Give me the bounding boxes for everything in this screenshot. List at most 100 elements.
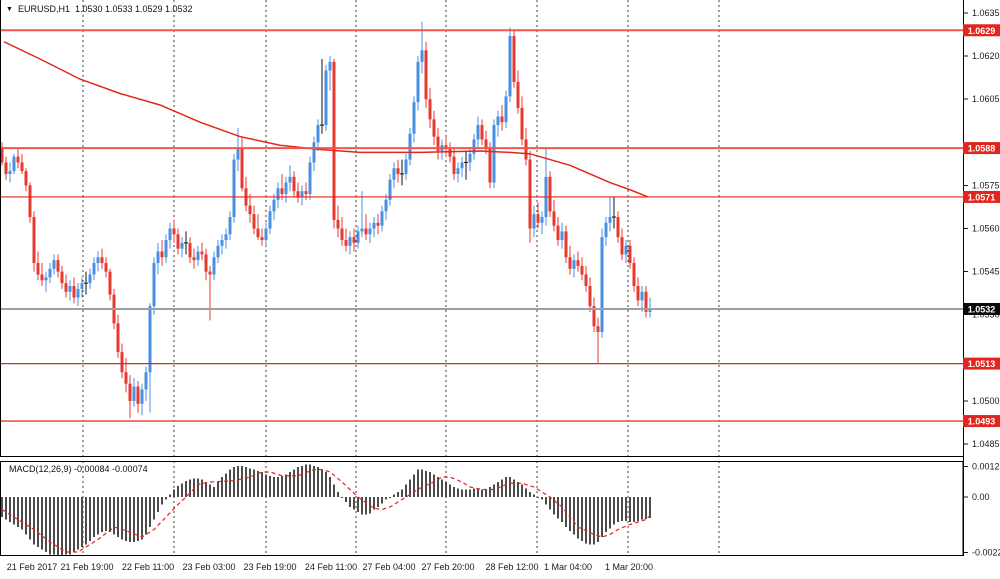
price-level-lines[interactable] (0, 29, 963, 422)
macd-bar (201, 479, 203, 497)
candle-up (408, 127, 412, 166)
macd-bar (13, 497, 15, 525)
macd-bar (441, 479, 443, 497)
candle-down (292, 171, 296, 197)
candle-down (432, 110, 436, 146)
macd-bar (93, 497, 95, 537)
candle-up (348, 231, 352, 255)
panel-borders (0, 0, 964, 556)
macd-bar (429, 472, 431, 497)
price-axis[interactable]: 1.0635 1.0620 1.0605 1.0575 1.0560 1.0545 1.05… (963, 8, 1000, 558)
macd-bar (557, 497, 559, 519)
macd-bar (637, 497, 639, 521)
candle-down (40, 263, 44, 287)
macd-bar (445, 482, 447, 497)
candle-down (556, 217, 560, 246)
candle-up (504, 90, 508, 128)
candle-up (228, 211, 232, 241)
candle-up (560, 222, 564, 249)
candle-up (368, 222, 372, 243)
macd-bar (61, 497, 63, 556)
macd-bar (101, 497, 103, 532)
time-tick-label: 23 Feb 19:00 (243, 562, 296, 572)
macd-bar (585, 497, 587, 544)
macd-bar (629, 497, 631, 522)
macd-panel[interactable] (1, 464, 651, 556)
macd-bar (609, 497, 611, 529)
candle-up (8, 162, 12, 183)
macd-bar (517, 482, 519, 497)
price-level-badge: 1.0513 (963, 357, 1000, 370)
candle-down (116, 314, 120, 358)
macd-tick-label: 0.00 (972, 492, 990, 502)
current-price-badge: 1.0532 (963, 303, 1000, 315)
macd-bar (81, 497, 83, 547)
candle-up (180, 237, 184, 258)
macd-bar (449, 484, 451, 497)
candle-up (604, 217, 608, 246)
macd-bar (501, 479, 503, 497)
macd-bar (597, 497, 599, 542)
macd-bar (65, 497, 67, 555)
macd-bar (113, 497, 115, 535)
candle-down (644, 286, 648, 318)
price-level-badge: 1.0571 (963, 190, 1000, 203)
price-tick-label: 1.0545 (972, 267, 1000, 277)
macd-bar (41, 497, 43, 550)
macd-bar (377, 497, 379, 507)
candle-up (388, 173, 392, 206)
candle-up (544, 148, 548, 226)
time-axis[interactable]: 21 Feb 2017 21 Feb 19:00 22 Feb 11:00 23 Fe… (7, 562, 653, 572)
macd-bar (317, 467, 319, 497)
svg-text:1.0588: 1.0588 (968, 144, 996, 154)
macd-bar (469, 489, 471, 497)
candle-up (96, 251, 100, 272)
macd-bar (649, 497, 651, 518)
macd-bar (105, 497, 107, 531)
macd-bar (489, 487, 491, 497)
candle-down (256, 214, 260, 241)
macd-bar (45, 497, 47, 552)
candle-up (648, 297, 652, 318)
macd-bar (577, 497, 579, 539)
candle-down (488, 142, 492, 189)
svg-text:1.0513: 1.0513 (968, 359, 996, 369)
candle-down (120, 343, 124, 378)
macd-bar (545, 497, 547, 505)
macd-bar (277, 477, 279, 497)
macd-bar (117, 497, 119, 537)
macd-bar (473, 488, 475, 497)
time-grid (82, 0, 720, 556)
candle-up (48, 263, 52, 284)
symbol-dropdown-icon[interactable]: ▼ (6, 5, 13, 13)
macd-bar (309, 464, 311, 497)
svg-text:1.0493: 1.0493 (968, 417, 996, 427)
candle-down (480, 119, 484, 146)
candle-up (440, 139, 444, 160)
macd-bar (325, 472, 327, 497)
price-tick-label: 1.0560 (972, 224, 1000, 234)
candle-doji (612, 196, 616, 229)
macd-bar (625, 497, 627, 521)
macd-bar (613, 497, 615, 525)
macd-bar (493, 484, 495, 497)
candle-down (592, 297, 596, 332)
candle-up (384, 194, 388, 220)
macd-bar (269, 475, 271, 497)
macd-bar (381, 497, 383, 504)
macd-bar (29, 497, 31, 540)
macd-bar (57, 497, 59, 556)
candle-down (192, 248, 196, 269)
candle-down (484, 130, 488, 154)
macd-bar (109, 497, 111, 532)
macd-bar (465, 489, 467, 497)
macd-bar (33, 497, 35, 545)
candle-up (92, 257, 96, 281)
candle-up (412, 96, 416, 143)
macd-bar (421, 469, 423, 497)
time-tick-label: 1 Mar 20:00 (605, 562, 653, 572)
candle-down (568, 245, 572, 275)
candle-up (472, 133, 476, 160)
macd-bar (69, 497, 71, 555)
